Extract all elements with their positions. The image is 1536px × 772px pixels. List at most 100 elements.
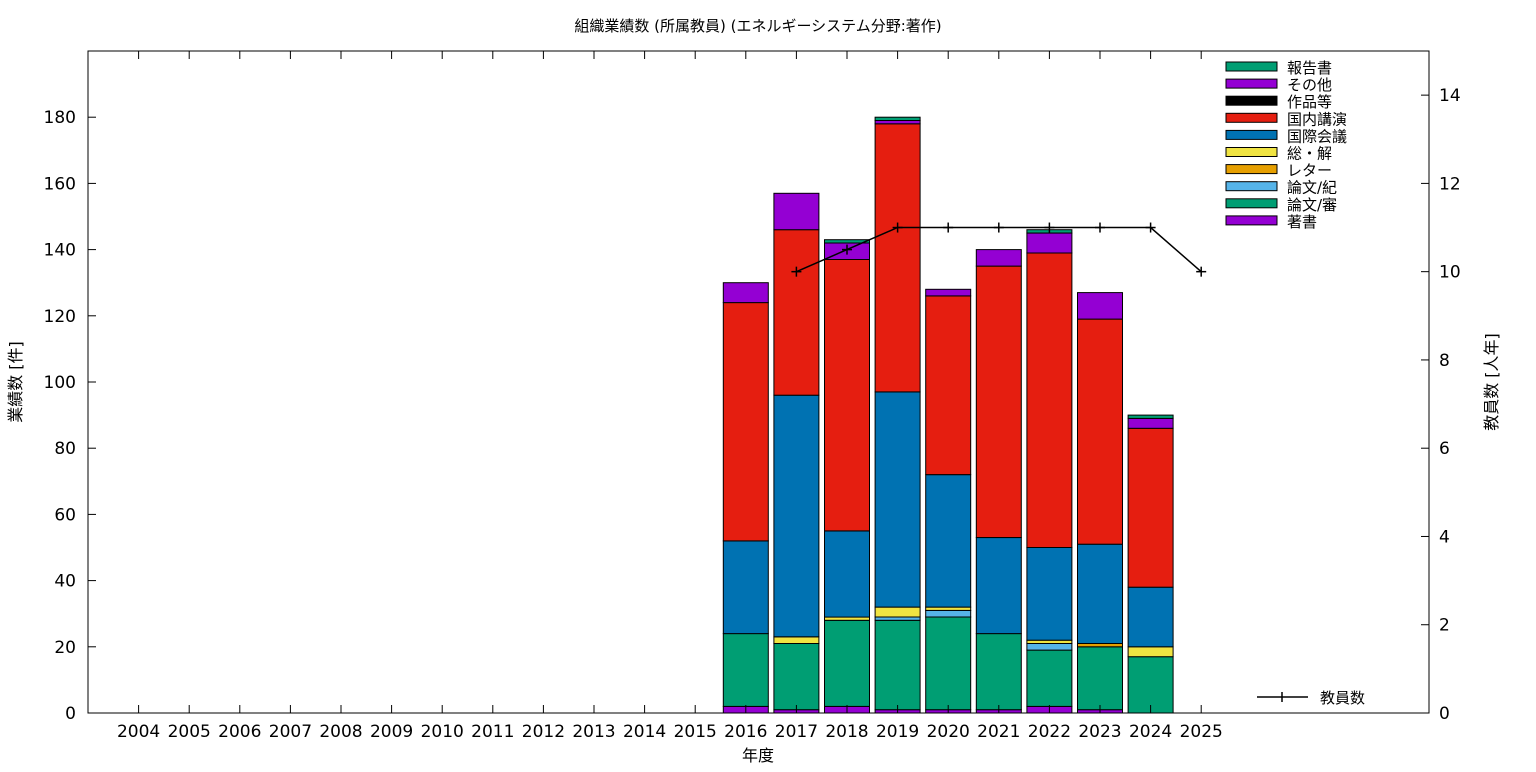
legend-label: 教員数 — [1320, 689, 1365, 707]
y-tick-label: 20 — [54, 638, 76, 658]
x-tick-label: 2011 — [471, 722, 514, 742]
bar-segment — [1026, 649, 1073, 707]
x-tick-label: 2014 — [623, 722, 666, 742]
bar-segment — [975, 249, 1022, 267]
bar-segment — [1127, 417, 1174, 429]
faculty-count-point — [943, 222, 954, 233]
faculty-count-point — [993, 222, 1004, 233]
y-tick-label: 120 — [44, 307, 76, 327]
legend-swatch — [1225, 215, 1278, 226]
bar-segment — [773, 643, 820, 711]
x-tick-label: 2010 — [421, 722, 464, 742]
legend-label: 論文/紀 — [1287, 179, 1337, 197]
legend-label: 報告書 — [1287, 59, 1332, 77]
faculty-count-point — [842, 244, 852, 255]
chart-title: 組織業績数 (所属教員) (エネルギーシステム分野:著作) — [574, 17, 941, 35]
bar-segment — [773, 229, 820, 396]
bar-segment — [925, 474, 972, 608]
legend-swatch — [1225, 198, 1278, 209]
y2-tick-label: 10 — [1439, 263, 1461, 283]
bars-layer — [722, 116, 1174, 714]
x-tick-label: 2015 — [674, 722, 717, 742]
y2-tick-label: 0 — [1439, 704, 1450, 724]
legend-swatch — [1225, 129, 1278, 140]
x-axis-label: 年度 — [742, 746, 774, 765]
x-tick-label: 2022 — [1028, 722, 1071, 742]
bar-segment — [874, 123, 921, 393]
bar-segment — [925, 609, 972, 618]
x-tick-label: 2009 — [370, 722, 413, 742]
bar-segment — [874, 619, 921, 711]
y2-tick-label: 14 — [1439, 86, 1461, 106]
bar-segment — [925, 288, 972, 297]
faculty-count-point — [1095, 222, 1105, 233]
faculty-count-point — [892, 222, 903, 233]
y-tick-label: 160 — [44, 174, 76, 194]
bar-segment — [975, 633, 1022, 711]
bar-segment — [1127, 586, 1174, 648]
y-axis-label: 業績数 [件] — [6, 341, 25, 423]
bar-segment — [1026, 232, 1073, 254]
y2-tick-label: 6 — [1439, 439, 1450, 459]
bar-segment — [874, 606, 921, 618]
bar-segment — [925, 616, 972, 711]
y-tick-label: 100 — [44, 373, 76, 393]
bar-segment — [925, 295, 972, 476]
x-tick-label: 2012 — [522, 722, 565, 742]
legend-swatch — [1225, 181, 1278, 192]
faculty-count-point — [1145, 222, 1156, 233]
y-tick-label: 60 — [54, 505, 76, 525]
bar-segment — [1077, 292, 1123, 320]
bar-segment — [874, 116, 921, 121]
bar-segment — [824, 619, 870, 707]
legend-swatch — [1225, 95, 1278, 106]
legend-label: 総・解 — [1287, 145, 1332, 163]
legend-label: 著書 — [1287, 213, 1317, 231]
x-tick-label: 2004 — [117, 722, 160, 742]
bar-segment — [1127, 656, 1174, 714]
bar-segment — [824, 530, 870, 618]
y-tick-label: 140 — [44, 241, 76, 261]
legend-label: その他 — [1287, 76, 1332, 94]
x-tick-label: 2013 — [572, 722, 615, 742]
x-tick-label: 2021 — [977, 722, 1020, 742]
y2-tick-label: 8 — [1439, 351, 1450, 371]
x-tick-label: 2020 — [927, 722, 970, 742]
faculty-count-point — [1044, 222, 1055, 233]
bar-segment — [773, 636, 820, 645]
legend-swatch — [1225, 78, 1278, 89]
x-tick-label: 2007 — [269, 722, 312, 742]
y-tick-label: 180 — [44, 108, 76, 128]
bar-segment — [1077, 646, 1123, 711]
x-tick-label: 2025 — [1180, 722, 1223, 742]
x-tick-label: 2005 — [168, 722, 211, 742]
bar-segment — [722, 282, 769, 304]
bar-segment — [1077, 543, 1123, 645]
bar-segment — [1077, 318, 1123, 545]
legend-label: 国内講演 — [1287, 110, 1347, 128]
x-tick-label: 2023 — [1078, 722, 1121, 742]
legend-label: 論文/審 — [1287, 196, 1337, 214]
x-tick-label: 2024 — [1129, 722, 1172, 742]
bar-segment — [722, 633, 769, 707]
bar-segment — [1127, 414, 1174, 419]
axes-layer: 0 20 40 60 80 100 120 140 160 180 0 2 4 6 8 10 12 14 2004 2… — [44, 51, 1461, 742]
bar-segment — [874, 391, 921, 608]
x-tick-label: 2018 — [825, 722, 868, 742]
bar-segment — [975, 265, 1022, 538]
x-tick-label: 2016 — [724, 722, 767, 742]
legend-label: レター — [1287, 162, 1332, 180]
legend-swatch — [1225, 61, 1278, 72]
bar-segment — [1127, 427, 1174, 588]
x-tick-label: 2019 — [876, 722, 919, 742]
y2-tick-label: 2 — [1439, 616, 1450, 636]
legend-label: 作品等 — [1287, 93, 1332, 111]
bar-segment — [824, 239, 870, 244]
legend-swatch — [1225, 112, 1278, 123]
y2-axis-label: 教員数 [人年] — [1482, 333, 1501, 431]
legend-swatch — [1225, 147, 1278, 157]
legend-swatch — [1225, 164, 1278, 175]
y-tick-label: 0 — [65, 704, 76, 724]
